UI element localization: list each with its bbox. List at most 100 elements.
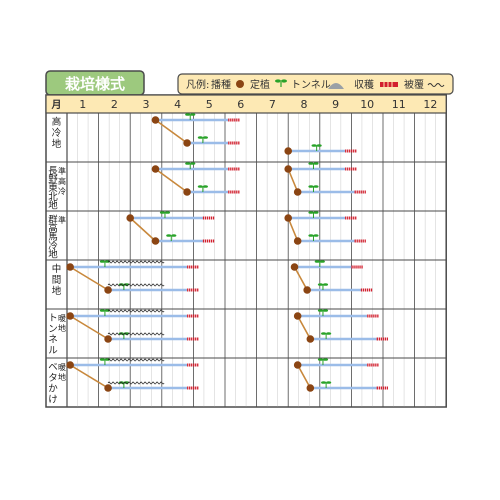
- harvest-mark: [376, 386, 378, 390]
- harvest-mark: [354, 239, 356, 243]
- planting-icon: [308, 211, 314, 214]
- sowing-dot: [151, 116, 160, 124]
- harvest-mark: [238, 167, 240, 171]
- region-label-char: 群: [48, 214, 58, 226]
- harvest-mark: [354, 190, 356, 194]
- sowing-dot: [306, 335, 315, 343]
- sowing-dot: [66, 312, 74, 320]
- harvest-mark: [228, 118, 230, 122]
- planting-icon: [185, 162, 191, 165]
- harvest-mark: [356, 239, 358, 243]
- harvest-mark: [208, 239, 211, 243]
- planting-icon: [313, 185, 319, 188]
- harvest-mark: [208, 216, 211, 220]
- month-label: 9: [332, 98, 339, 111]
- harvest-mark: [232, 190, 234, 194]
- harvest-mark: [355, 167, 357, 171]
- harvest-mark: [195, 386, 197, 390]
- region-label-subchar: 冷: [58, 186, 66, 196]
- harvest-mark: [377, 314, 379, 318]
- schedule: [66, 309, 199, 343]
- harvest-mark: [358, 190, 360, 194]
- harvest-mark: [382, 386, 384, 390]
- header-band: [45, 94, 447, 114]
- harvest-mark: [197, 386, 199, 390]
- planting-icon: [322, 309, 329, 312]
- harvest-mark: [349, 149, 351, 153]
- month-label: 6: [237, 98, 244, 111]
- sow-to-plant-link: [287, 217, 299, 242]
- harvest-mark: [384, 337, 386, 341]
- planting-icon: [159, 211, 166, 214]
- sowing-dot: [293, 312, 302, 320]
- planting-icon: [313, 234, 319, 237]
- harvest-mark: [355, 149, 357, 153]
- harvest-mark: [189, 337, 191, 341]
- sowing-dot: [284, 214, 293, 222]
- harvest-mark: [351, 149, 353, 153]
- harvest-mark: [353, 265, 355, 269]
- month-label: 3: [143, 98, 150, 111]
- planting-icon: [326, 332, 332, 335]
- harvest-mark: [369, 363, 371, 367]
- planting-icon: [202, 185, 208, 188]
- harvest-mark: [345, 216, 347, 220]
- harvest-mark: [358, 239, 360, 243]
- harvest-mark: [353, 216, 355, 220]
- harvest-mark: [238, 190, 240, 194]
- schedule: [66, 260, 199, 294]
- region-label-char: タ: [48, 373, 58, 384]
- harvest-mark: [234, 118, 236, 122]
- legend-tunnel-label: トンネル: [291, 79, 331, 91]
- legend-sowing-label: 播種: [211, 78, 231, 91]
- planting-icon: [316, 144, 322, 147]
- sowing-dot: [151, 237, 160, 245]
- harvest-mark: [210, 239, 213, 243]
- planting-icon: [104, 309, 111, 312]
- sowing-dot: [306, 384, 315, 392]
- sow-to-plant-link: [296, 315, 312, 340]
- region-label-char: ン: [48, 324, 58, 335]
- region-label-char: か: [48, 384, 58, 395]
- region-label-char: 間: [52, 275, 62, 286]
- harvest-mark: [373, 314, 375, 318]
- mulch-mark: [107, 358, 165, 362]
- sow-to-plant-link: [155, 168, 188, 193]
- harvest-mark: [362, 288, 365, 292]
- region-label-char: ネ: [48, 335, 58, 346]
- harvest-mark: [191, 386, 193, 390]
- region-row: 中間地: [52, 260, 373, 297]
- schedule: [284, 162, 366, 196]
- schedule: [151, 162, 240, 196]
- planting-icon: [99, 260, 106, 263]
- legend-mulch-label: 被覆: [404, 78, 424, 91]
- region-label-char: 冷: [48, 240, 58, 252]
- month-label: 7: [269, 98, 276, 111]
- schedule: [284, 211, 366, 245]
- harvest-mark: [234, 190, 236, 194]
- harvest-mark: [362, 239, 364, 243]
- mulch-mark: [107, 332, 165, 336]
- harvest-mark: [187, 265, 189, 269]
- region-row: 高冷地: [52, 113, 357, 155]
- harvest-mark: [375, 314, 377, 318]
- region-row: トンネル 暖地: [48, 309, 388, 356]
- harvest-mark: [193, 314, 195, 318]
- harvest-mark: [230, 167, 232, 171]
- harvest-mark: [187, 314, 189, 318]
- sow-to-plant-link: [155, 119, 188, 144]
- planting-icon: [99, 358, 106, 361]
- harvest-mark: [202, 216, 205, 220]
- sowing-dot: [290, 263, 299, 271]
- harvest-mark: [204, 216, 207, 220]
- harvest-mark: [189, 314, 191, 318]
- harvest-mark: [356, 190, 358, 194]
- region-label-char: ト: [48, 313, 58, 324]
- harvest-mark: [232, 141, 234, 145]
- planting-icon: [104, 260, 111, 263]
- region-label-subchar: 地: [58, 372, 66, 382]
- region-label-subchar: 地: [58, 323, 66, 333]
- sow-to-plant-link: [69, 364, 109, 389]
- planting-icon: [317, 283, 324, 286]
